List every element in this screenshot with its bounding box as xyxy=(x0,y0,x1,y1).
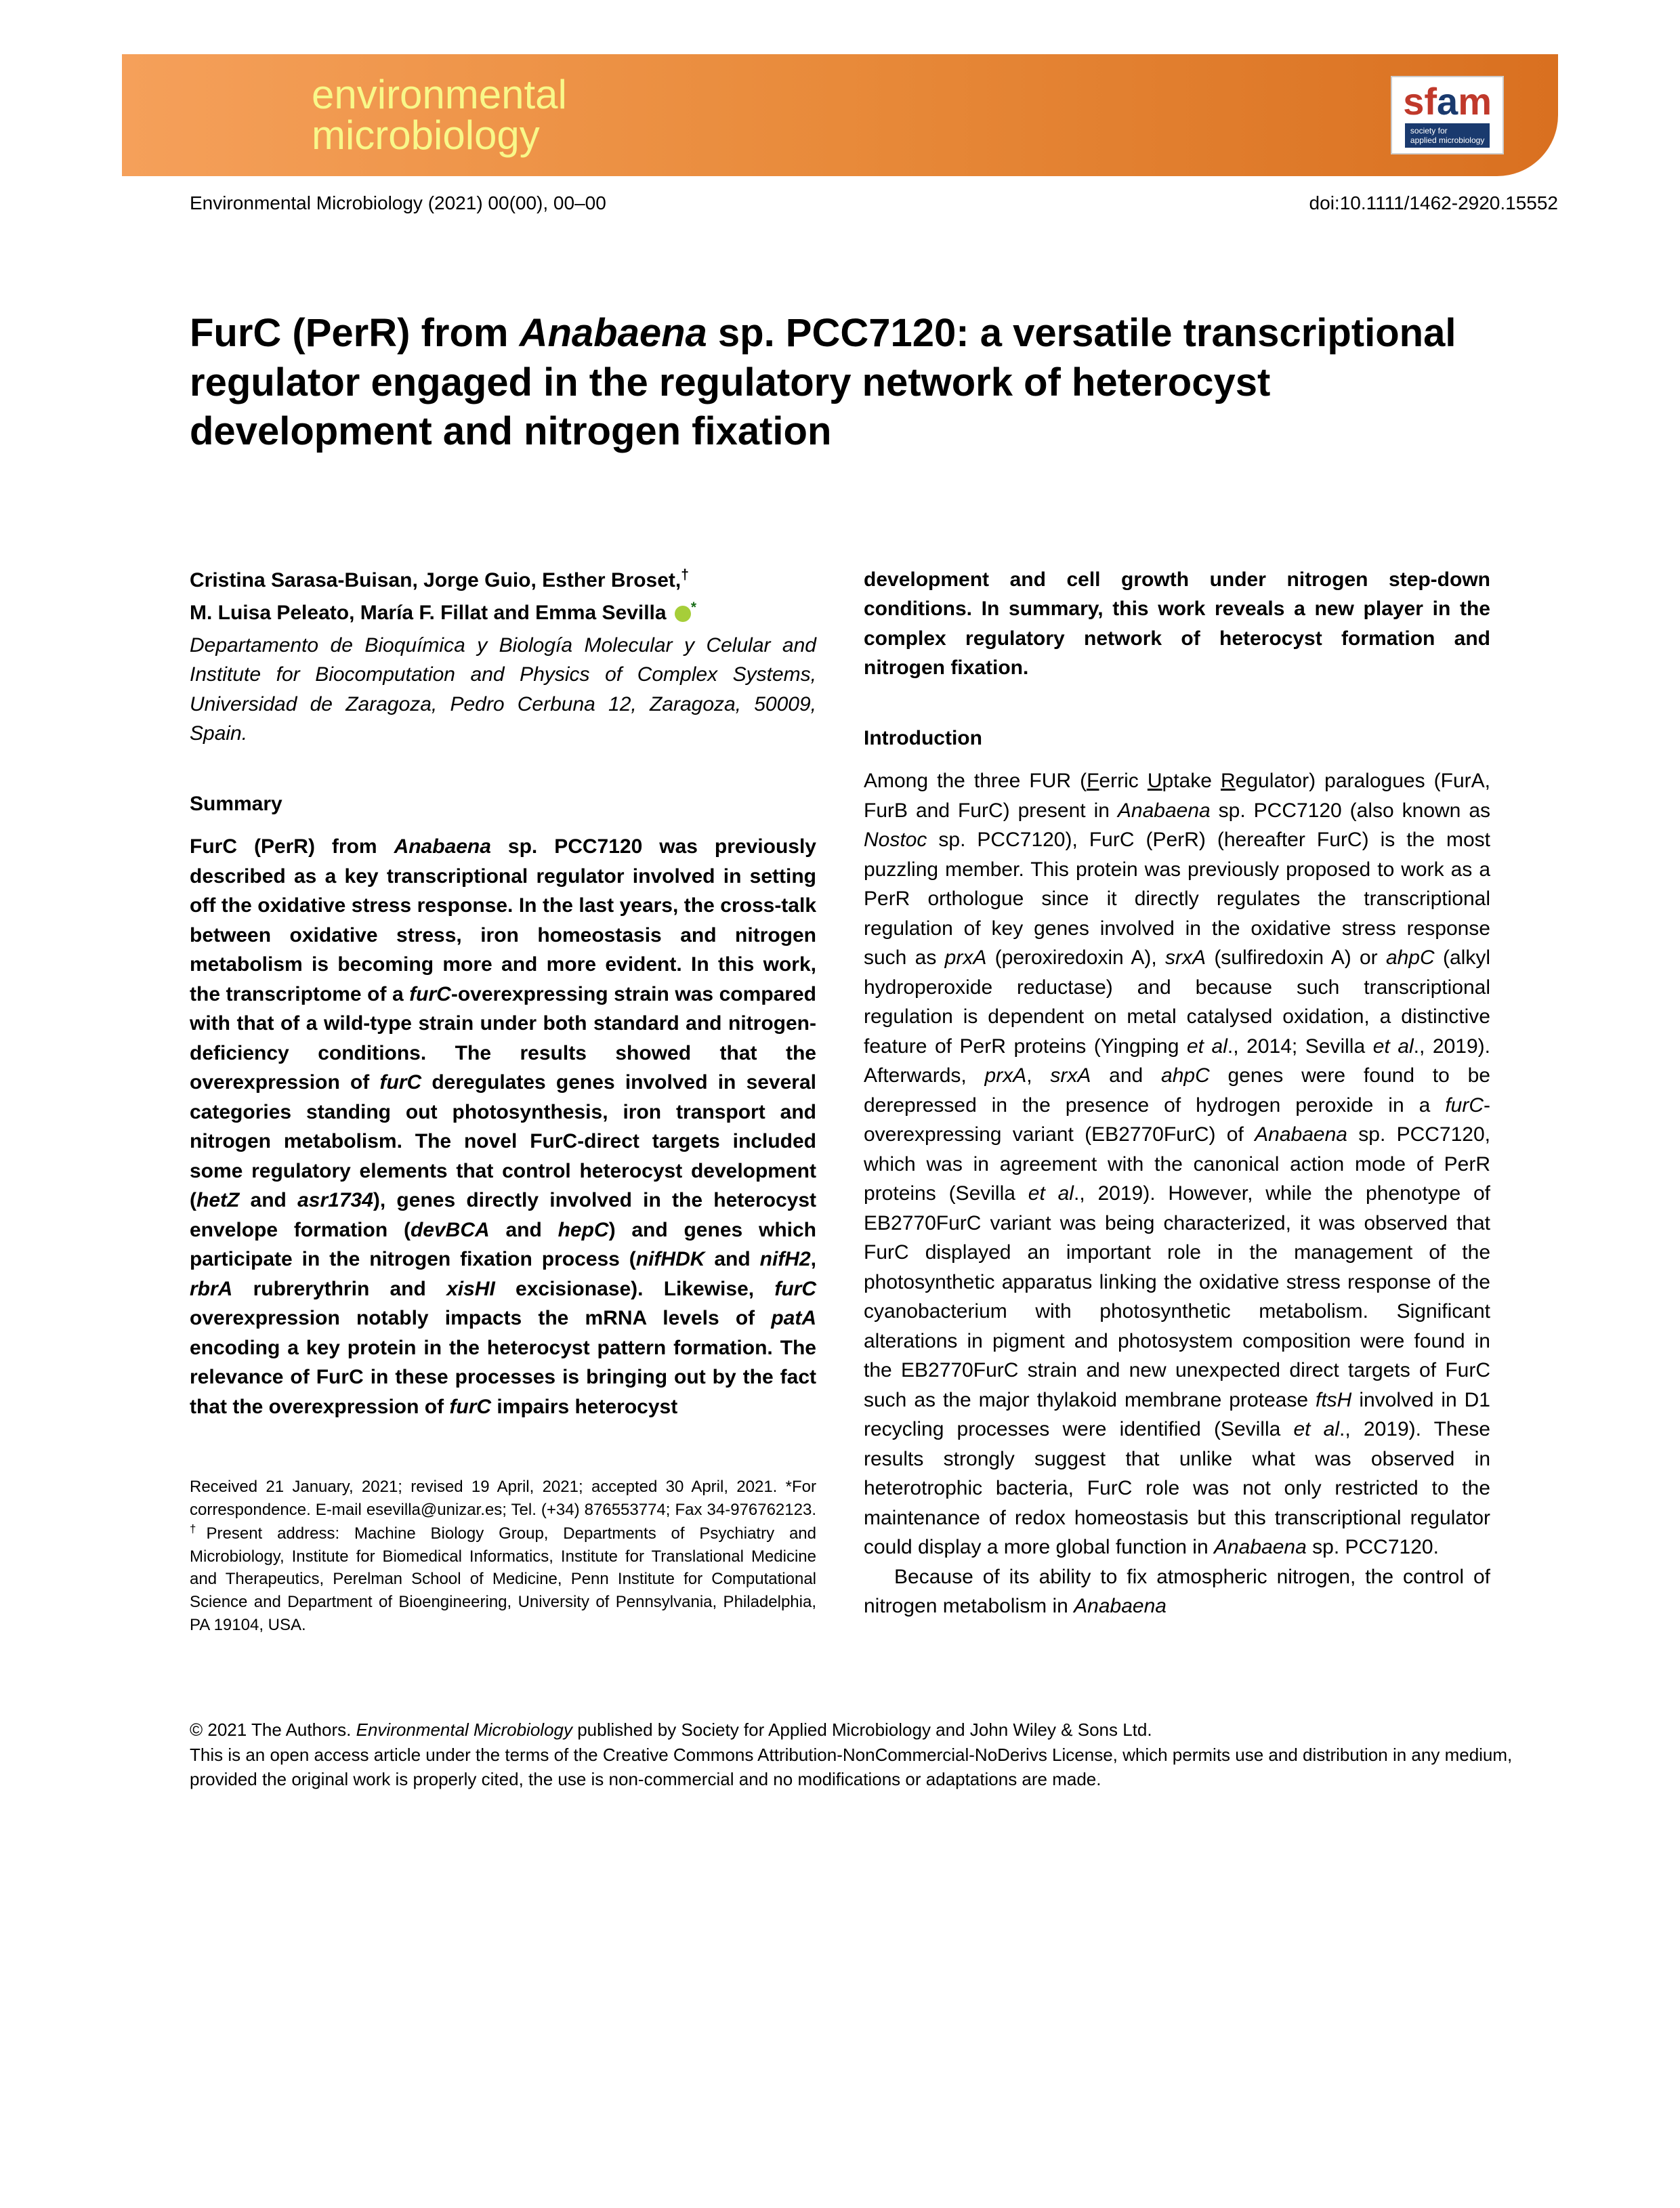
license-text: This is an open access article under the… xyxy=(190,1743,1558,1792)
summary-text: FurC (PerR) from Anabaena sp. PCC7120 wa… xyxy=(190,832,816,1421)
received-footnote: Received 21 January, 2021; revised 19 Ap… xyxy=(190,1476,816,1636)
journal-name-line2: microbiology xyxy=(312,112,540,158)
journal-citation: Environmental Microbiology (2021) 00(00)… xyxy=(190,192,606,214)
left-column: Cristina Sarasa-Buisan, Jorge Guio, Esth… xyxy=(190,565,816,1637)
journal-banner: environmental microbiology sfam society … xyxy=(122,54,1558,176)
sfam-logo-subtitle: society for applied microbiology xyxy=(1405,123,1490,148)
introduction-p1: Among the three FUR (Ferric Uptake Regul… xyxy=(864,766,1490,1562)
two-column-layout: Cristina Sarasa-Buisan, Jorge Guio, Esth… xyxy=(190,565,1490,1637)
license-block: © 2021 The Authors. Environmental Microb… xyxy=(190,1690,1558,1791)
introduction-p2: Because of its ability to fix atmospheri… xyxy=(864,1562,1490,1621)
summary-heading: Summary xyxy=(190,789,816,819)
article-content: FurC (PerR) from Anabaena sp. PCC7120: a… xyxy=(190,309,1490,1636)
doi: doi:10.1111/1462-2920.15552 xyxy=(1309,192,1558,214)
introduction-heading: Introduction xyxy=(864,724,1490,753)
sfam-logo-text: sfam xyxy=(1403,83,1492,121)
journal-name: environmental microbiology xyxy=(312,75,567,156)
authors-line1: Cristina Sarasa-Buisan, Jorge Guio, Esth… xyxy=(190,565,816,596)
right-column: development and cell growth under nitrog… xyxy=(864,565,1490,1637)
copyright-line: © 2021 The Authors. Environmental Microb… xyxy=(190,1717,1558,1742)
affiliation: Departamento de Bioquímica y Biología Mo… xyxy=(190,631,816,749)
journal-name-line1: environmental xyxy=(312,72,567,117)
authors-line2: M. Luisa Peleato, María F. Fillat and Em… xyxy=(190,598,816,628)
sfam-logo: sfam society for applied microbiology xyxy=(1391,76,1504,154)
orcid-icon xyxy=(675,606,691,622)
summary-continuation: development and cell growth under nitrog… xyxy=(864,565,1490,683)
article-title: FurC (PerR) from Anabaena sp. PCC7120: a… xyxy=(190,309,1490,457)
meta-row: Environmental Microbiology (2021) 00(00)… xyxy=(190,192,1558,214)
